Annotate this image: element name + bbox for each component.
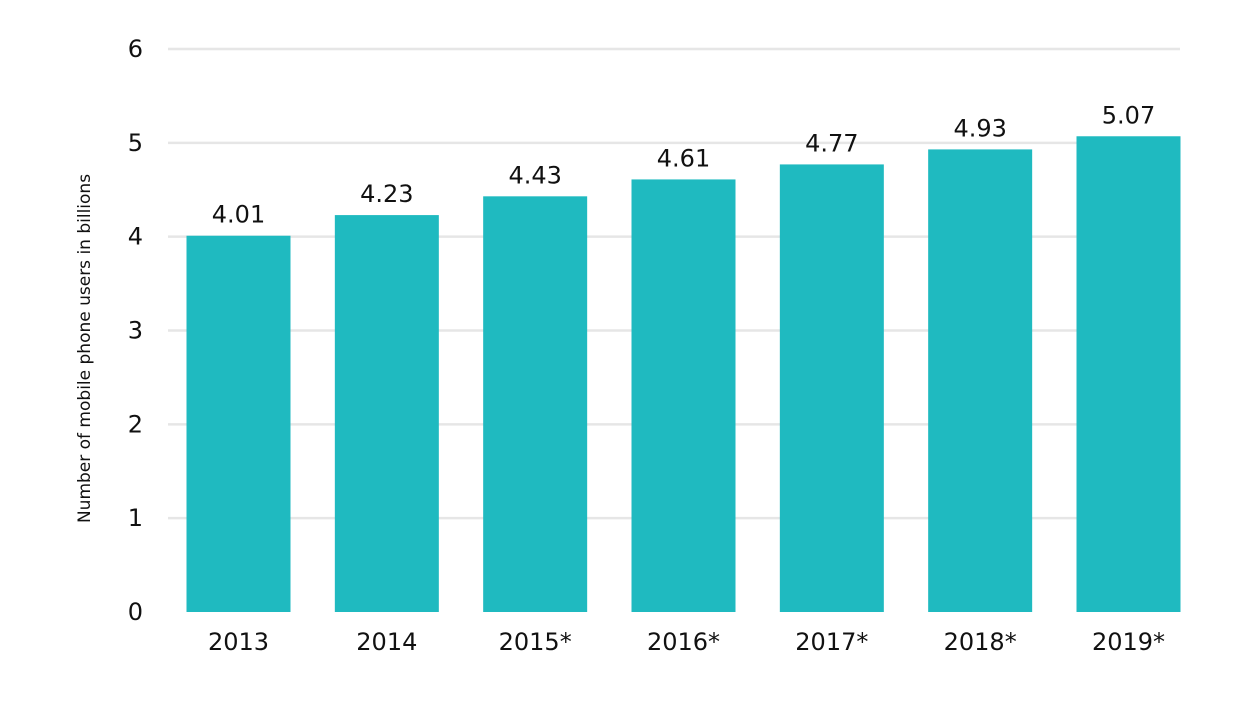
y-axis-ticks: 0 1 2 3 4 5 6 (128, 35, 143, 626)
bar-2018* (928, 149, 1033, 612)
y-tick-label-3: 3 (128, 317, 143, 345)
x-tick-label-2018*: 2018* (944, 628, 1017, 656)
x-tick-label-2019*: 2019* (1092, 628, 1165, 656)
bar-2015* (483, 196, 588, 612)
bar-2017* (779, 164, 884, 613)
x-tick-label-2017*: 2017* (795, 628, 868, 656)
value-label-2016*: 4.61 (657, 144, 710, 172)
value-label-2017*: 4.77 (805, 129, 858, 157)
value-label-2019*: 5.07 (1102, 101, 1155, 129)
y-axis-title: Number of mobile phone users in billions (75, 174, 95, 523)
y-tick-label-0: 0 (128, 598, 143, 626)
y-tick-label-2: 2 (128, 410, 143, 438)
y-tick-label-4: 4 (128, 223, 143, 251)
value-label-2014: 4.23 (360, 180, 413, 208)
x-axis-ticks: 2013 2014 2015* 2016* 2017* 2018* 2019* (208, 628, 1165, 656)
y-tick-label-5: 5 (128, 129, 143, 157)
value-label-2018*: 4.93 (953, 114, 1006, 142)
bar-2014 (334, 215, 439, 612)
value-label-2013: 4.01 (212, 201, 265, 229)
y-tick-label-1: 1 (128, 504, 143, 532)
x-tick-label-2015*: 2015* (499, 628, 572, 656)
x-tick-label-2016*: 2016* (647, 628, 720, 656)
x-tick-label-2014: 2014 (356, 628, 417, 656)
x-tick-label-2013: 2013 (208, 628, 269, 656)
bar-2019* (1076, 136, 1181, 612)
bar-2016* (631, 179, 736, 612)
value-labels: 4.01 4.23 4.43 4.61 4.77 4.93 5.07 (212, 101, 1155, 228)
value-label-2015*: 4.43 (508, 161, 561, 189)
bars (186, 136, 1181, 613)
y-tick-label-6: 6 (128, 35, 143, 63)
bar-2013 (186, 235, 291, 612)
